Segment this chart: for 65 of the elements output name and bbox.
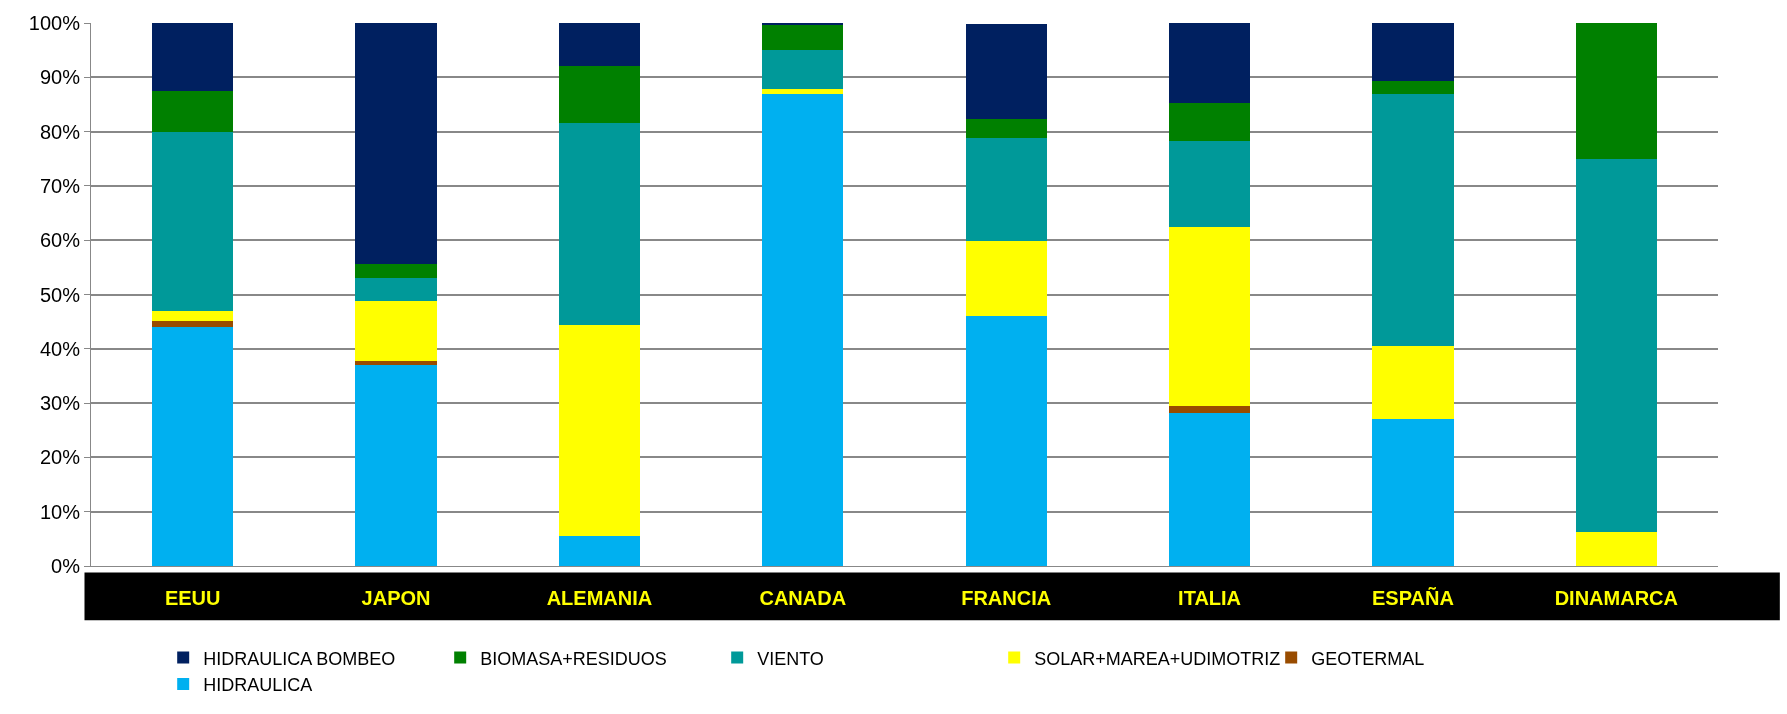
bar — [1168, 227, 1251, 406]
y-tick-label: 60% — [39, 229, 81, 252]
y-tick-label: 30% — [39, 392, 81, 415]
y-tick-label: 20% — [39, 446, 81, 469]
legend-label: HIDRAULICA BOMBEO — [203, 648, 396, 669]
x-tick-label: ESPAÑA — [1372, 587, 1454, 609]
bar — [355, 360, 437, 366]
bar — [1575, 23, 1657, 159]
bar — [1372, 80, 1454, 94]
bar — [152, 327, 234, 566]
bar — [1372, 93, 1454, 346]
y-tick-label: 0% — [51, 555, 81, 577]
x-tick-label: FRANCIA — [961, 587, 1052, 609]
bar — [1168, 141, 1251, 228]
bar — [965, 118, 1047, 139]
legend-label: BIOMASA+RESIDUOS — [480, 648, 667, 669]
bar — [152, 310, 234, 321]
bar — [762, 88, 844, 95]
bar — [965, 240, 1047, 316]
bar — [355, 23, 437, 265]
legend-label: GEOTERMAL — [1311, 648, 1425, 669]
bar — [965, 315, 1047, 566]
bar — [152, 90, 234, 132]
bar — [1372, 345, 1454, 420]
bar — [1168, 413, 1251, 566]
y-tick-label: 80% — [39, 120, 81, 143]
bar — [558, 324, 641, 537]
bar — [152, 320, 234, 328]
bar — [762, 24, 844, 51]
bar — [762, 50, 844, 89]
bar — [1575, 531, 1657, 566]
bar — [152, 23, 234, 91]
bar — [1372, 419, 1454, 566]
legend-label: VIENTO — [757, 648, 824, 669]
x-tick-label: EEUU — [164, 587, 221, 609]
y-tick-label: 70% — [39, 174, 81, 197]
legend-label: SOLAR+MAREA+UDIMOTRIZ — [1034, 648, 1281, 669]
x-tick-label: CANADA — [759, 587, 847, 609]
bar — [1575, 158, 1657, 532]
y-tick-label: 100% — [28, 12, 81, 34]
bar — [355, 264, 437, 279]
bar — [1168, 405, 1251, 414]
bar — [558, 66, 641, 123]
bar — [355, 365, 437, 566]
x-tick-label: DINAMARCA — [1554, 587, 1678, 609]
y-tick-label: 10% — [39, 500, 81, 523]
x-tick-label: ALEMANIA — [546, 587, 653, 609]
bar — [152, 131, 234, 311]
bar — [355, 301, 437, 361]
x-tick-label: ITALIA — [1178, 587, 1242, 609]
y-tick-label: 40% — [39, 337, 81, 360]
x-tick-label: JAPON — [361, 587, 431, 609]
bar — [558, 23, 641, 67]
bar — [1168, 103, 1251, 142]
bar — [558, 122, 641, 325]
bar — [1168, 23, 1251, 104]
y-tick-label: 50% — [39, 283, 81, 306]
bar — [1372, 23, 1454, 81]
bar — [762, 94, 844, 566]
bar — [355, 278, 437, 302]
bar — [965, 24, 1047, 119]
legend-label: HIDRAULICA — [203, 674, 313, 695]
y-tick-label: 90% — [39, 66, 81, 89]
bar — [558, 536, 641, 566]
bar — [965, 138, 1047, 241]
